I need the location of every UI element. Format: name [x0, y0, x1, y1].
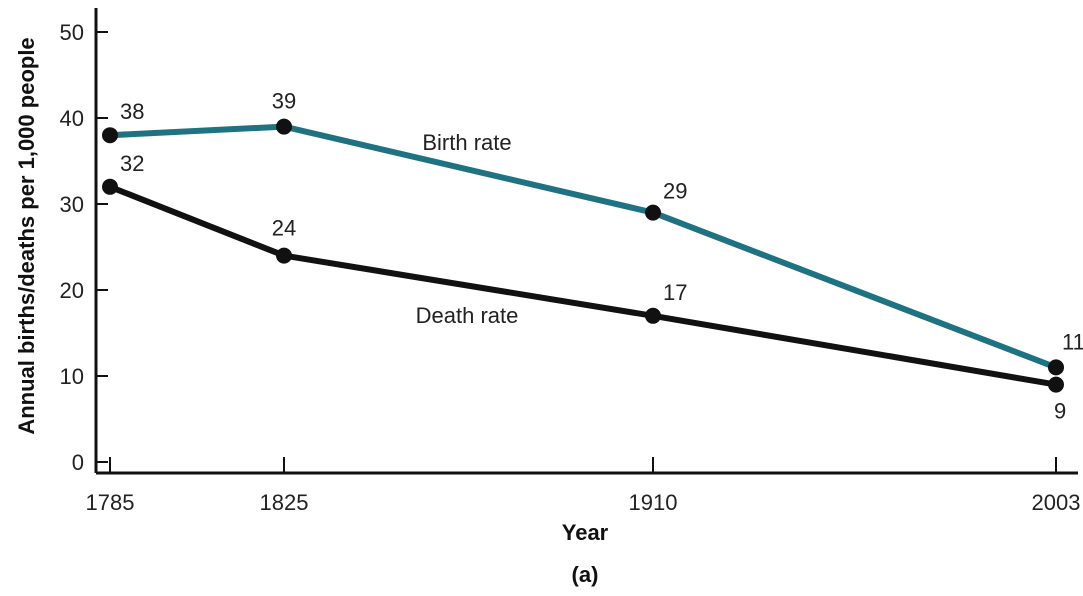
- x-tick-label: 1825: [260, 490, 309, 515]
- y-tick-label: 50: [60, 20, 84, 45]
- y-tick-label: 20: [60, 278, 84, 303]
- y-tick-label: 10: [60, 364, 84, 389]
- birth-rate-label: Birth rate: [422, 130, 511, 155]
- data-label: 24: [272, 216, 296, 241]
- data-point: [1048, 359, 1064, 376]
- x-tick-label: 1785: [86, 490, 135, 515]
- y-tick-label: 40: [60, 106, 84, 131]
- death-rate-label: Death rate: [416, 303, 519, 328]
- series-layer: [102, 118, 1064, 393]
- data-point: [276, 118, 292, 135]
- data-label: 17: [663, 280, 687, 305]
- data-point: [102, 127, 118, 144]
- y-tick-label: 30: [60, 192, 84, 217]
- axes: 0 10 20 30 40 50 1785 1825 1910 2003: [60, 8, 1081, 515]
- x-tick-label: 1910: [629, 490, 678, 515]
- data-point: [102, 178, 118, 195]
- x-tick-label: 2003: [1032, 490, 1081, 515]
- series-line-death-rate: [108, 184, 1057, 388]
- figure-caption: (a): [572, 562, 599, 587]
- labels-layer: 38 39 29 11 32 24 17 9 Birth rate Death rate: [120, 89, 1083, 424]
- data-label: 39: [272, 89, 296, 114]
- series-line-birth-rate: [109, 123, 1058, 371]
- data-label: 11: [1062, 329, 1083, 354]
- data-label: 29: [663, 179, 687, 204]
- data-point: [276, 247, 292, 264]
- data-point: [645, 204, 661, 221]
- data-point: [645, 307, 661, 324]
- y-tick-label: 0: [72, 450, 84, 475]
- data-label: 9: [1054, 399, 1066, 424]
- y-axis-title: Annual births/deaths per 1,000 people: [14, 37, 39, 434]
- x-axis-title: Year: [562, 520, 609, 545]
- data-label: 38: [120, 99, 144, 124]
- data-label: 32: [120, 151, 144, 176]
- data-point: [1048, 376, 1064, 393]
